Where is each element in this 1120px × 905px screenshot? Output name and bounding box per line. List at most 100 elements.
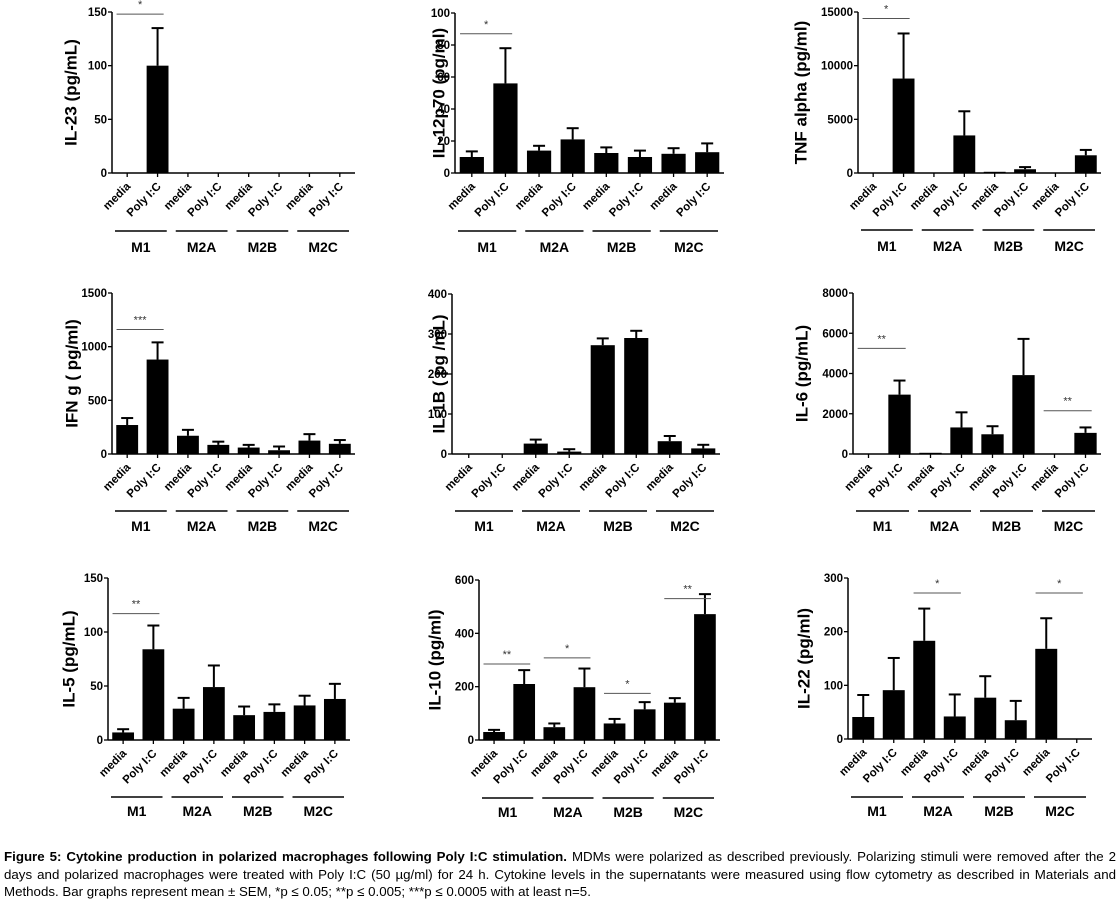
y-tick-label: 100: [431, 8, 450, 20]
bar: [633, 709, 656, 740]
x-category-label: Poly I:C: [922, 747, 961, 786]
significance-label: **: [683, 584, 692, 596]
significance-label: *: [935, 578, 940, 590]
group-label: M2A: [553, 804, 583, 820]
group-label: M2C: [1054, 238, 1084, 254]
y-axis-label: IL-12p70 (pg/ml): [429, 28, 448, 158]
y-tick-label: 5000: [827, 114, 853, 126]
significance-label: *: [625, 678, 630, 690]
bar: [146, 359, 169, 454]
bar: [919, 452, 942, 454]
x-category-label: media: [577, 461, 609, 493]
figure-caption: Figure 5: Cytokine production in polariz…: [4, 848, 1116, 901]
bar: [974, 697, 997, 739]
bar: [207, 444, 230, 454]
x-category-label: Poly I:C: [675, 181, 714, 220]
bar: [943, 716, 966, 739]
y-tick-label: 50: [94, 114, 107, 126]
y-tick-label: 150: [88, 7, 107, 19]
y-tick-label: 100: [824, 680, 843, 692]
group-label: M2A: [923, 803, 953, 819]
bar: [603, 723, 626, 740]
y-axis-label: IL-22 (pg/ml): [794, 608, 813, 709]
bar: [293, 705, 316, 740]
group-label: M1: [131, 239, 151, 255]
group-label: M2B: [613, 804, 643, 820]
bar: [298, 440, 321, 454]
group-label: M2A: [187, 239, 217, 255]
x-category-label: Poly I:C: [186, 181, 225, 220]
x-category-label: Poly I:C: [307, 181, 346, 220]
x-category-label: Poly I:C: [983, 747, 1022, 786]
bar: [950, 427, 973, 454]
y-tick-label: 150: [84, 573, 103, 585]
y-axis-label: IL-1B ( pg /mL): [429, 315, 448, 434]
bar: [913, 640, 936, 739]
group-label: M2B: [984, 803, 1014, 819]
group-label: M2C: [1054, 518, 1084, 534]
y-tick-label: 0: [441, 449, 447, 461]
bar: [590, 345, 615, 454]
y-tick-label: 10000: [821, 61, 853, 73]
y-tick-label: 40: [437, 104, 450, 116]
x-category-label: Poly I:C: [992, 181, 1031, 220]
bar: [1004, 720, 1027, 739]
y-tick-label: 50: [90, 681, 103, 693]
group-label: M2B: [248, 518, 278, 534]
significance-label: *: [1057, 578, 1062, 590]
bar: [459, 157, 484, 173]
x-category-label: Poly I:C: [604, 462, 643, 501]
x-category-label: Poly I:C: [246, 462, 285, 501]
group-label: M2B: [994, 238, 1024, 254]
y-tick-label: 400: [428, 289, 447, 301]
bar: [852, 716, 875, 739]
group-label: M2B: [243, 803, 273, 819]
x-category-label: media: [644, 461, 676, 493]
bar: [112, 732, 135, 740]
y-tick-label: 20: [437, 136, 450, 148]
y-tick-label: 0: [101, 449, 107, 461]
bar: [694, 614, 716, 740]
bar: [523, 443, 548, 454]
x-category-label: Poly I:C: [537, 462, 576, 501]
y-tick-label: 100: [84, 627, 103, 639]
x-category-label: media: [443, 461, 475, 493]
bar: [513, 684, 536, 740]
x-category-label: media: [446, 180, 478, 212]
y-tick-label: 100: [88, 61, 107, 73]
x-category-label: media: [648, 180, 680, 212]
bar: [691, 448, 716, 454]
y-tick-label: 200: [455, 682, 474, 694]
group-label: M2A: [182, 803, 212, 819]
y-axis-label: TNF alpha (pg/ml): [791, 21, 810, 165]
y-tick-label: 0: [842, 449, 848, 461]
group-label: M2C: [670, 518, 700, 534]
group-label: M1: [477, 239, 497, 255]
bar: [661, 153, 686, 173]
y-axis-label: IL-5 (pg/mL): [59, 610, 78, 707]
y-tick-label: 400: [455, 628, 474, 640]
group-label: M2C: [674, 239, 704, 255]
x-category-label: Poly I:C: [671, 462, 710, 501]
group-label: M2C: [308, 518, 338, 534]
bar: [263, 711, 286, 740]
bar: [233, 715, 256, 740]
x-category-label: media: [513, 180, 545, 212]
caption-title: Figure 5: Cytokine production in polariz…: [4, 849, 568, 864]
y-axis-label: IL-23 (pg/mL): [61, 39, 80, 146]
y-tick-label: 300: [428, 329, 447, 341]
bar: [663, 702, 686, 740]
bar: [1035, 648, 1058, 739]
y-tick-label: 500: [88, 395, 107, 407]
group-label: M1: [127, 803, 147, 819]
x-category-label: Poly I:C: [186, 462, 225, 501]
y-axis-label: IFN g ( pg/ml): [62, 319, 81, 428]
bar: [892, 78, 915, 173]
bar: [142, 649, 165, 740]
y-tick-label: 0: [444, 168, 450, 180]
bar: [953, 135, 976, 173]
